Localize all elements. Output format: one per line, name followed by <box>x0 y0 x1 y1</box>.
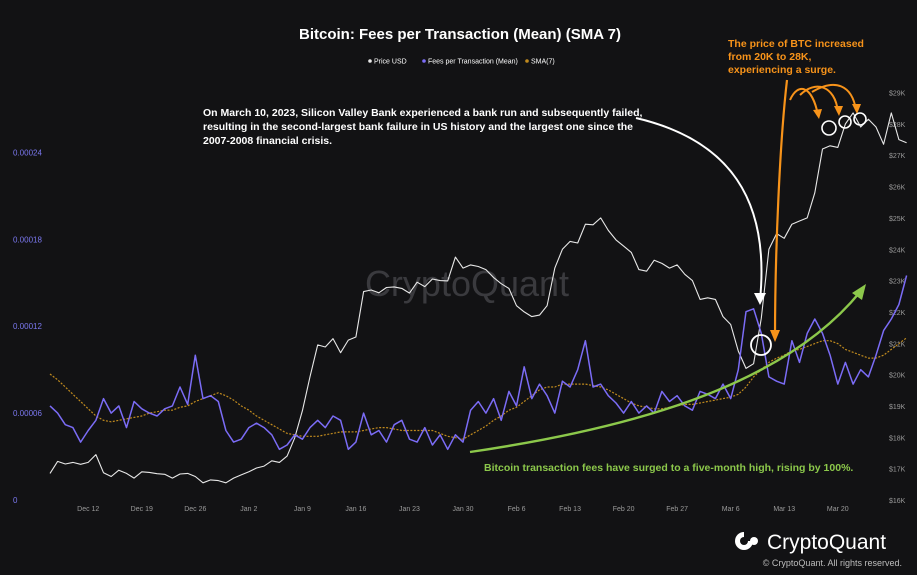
fees-arrow-head <box>852 284 866 300</box>
right-axis-tick-label: $29K <box>889 91 906 98</box>
x-axis-tick-label: Feb 20 <box>613 506 635 513</box>
svb-arrow <box>635 117 763 301</box>
price-arrow-3 <box>811 83 857 111</box>
svb-highlight-circle <box>750 334 772 356</box>
legend-label: Price USD <box>374 59 407 66</box>
price-annotation-line-2: from 20K to 28K, <box>728 51 812 63</box>
x-axis: Dec 12 Dec 19 Dec 26 Jan 2 Jan 9 Jan 16 Jan 23… <box>77 506 849 513</box>
price-arrow-1-head <box>813 109 822 119</box>
x-axis-tick-label: Mar 20 <box>827 506 849 513</box>
brand-name: CryptoQuant <box>767 531 886 554</box>
price-arrow-2 <box>799 85 839 113</box>
x-axis-tick-label: Jan 2 <box>240 506 257 513</box>
x-axis-tick-label: Dec 12 <box>77 506 99 513</box>
right-axis-tick-label: $23K <box>889 279 906 286</box>
price-circle-1 <box>821 120 837 136</box>
price-arrow-main-head <box>770 330 780 342</box>
svb-arrow-head <box>754 293 766 305</box>
right-axis-tick-label: $26K <box>889 185 906 192</box>
x-axis-tick-label: Mar 13 <box>773 506 795 513</box>
left-axis-tick-label: 0.00024 <box>13 148 42 157</box>
price-circle-3 <box>853 112 867 126</box>
price-arrow-3-head <box>852 104 861 114</box>
left-y-axis: 0 0.00006 0.00012 0.00018 0.00024 <box>13 148 42 505</box>
x-axis-tick-label: Feb 27 <box>666 506 688 513</box>
left-axis-tick-label: 0 <box>13 496 18 505</box>
chart-legend: Price USD Fees per Transaction (Mean) SMA(… <box>368 59 555 66</box>
right-axis-tick-label: $17K <box>889 467 906 474</box>
price-annotation-line-1: The price of BTC increased <box>728 38 864 50</box>
svb-annotation-line-1: On March 10, 2023, Silicon Valley Bank e… <box>203 107 642 119</box>
x-axis-tick-label: Jan 9 <box>294 506 311 513</box>
legend-marker <box>368 59 372 63</box>
fees-annotation: Bitcoin transaction fees have surged to … <box>484 462 853 474</box>
x-axis-tick-label: Dec 19 <box>131 506 153 513</box>
price-arrow-2-head <box>834 106 843 116</box>
copyright: © CryptoQuant. All rights reserved. <box>763 558 902 568</box>
svb-annotation-line-3: 2007-2008 financial crisis. <box>203 135 332 147</box>
legend-marker <box>422 59 426 63</box>
watermark: CryptoQuant <box>365 263 569 304</box>
x-axis-tick-label: Feb 13 <box>559 506 581 513</box>
legend-label: Fees per Transaction (Mean) <box>428 59 518 66</box>
fees-per-transaction-line <box>49 275 908 451</box>
logo-mark-cut <box>744 532 755 541</box>
x-axis-tick-label: Feb 6 <box>508 506 526 513</box>
svb-annotation-line-2: resulting in the second-largest bank fai… <box>203 121 633 133</box>
legend-label: SMA(7) <box>531 59 555 66</box>
annotations: On March 10, 2023, Silicon Valley Bank e… <box>203 38 867 474</box>
right-axis-tick-label: $16K <box>889 498 906 505</box>
right-axis-tick-label: $25K <box>889 216 906 223</box>
price-arrow-main <box>773 79 789 339</box>
x-axis-tick-label: Mar 6 <box>722 506 740 513</box>
legend-marker <box>525 59 529 63</box>
right-axis-tick-label: $19K <box>889 404 906 411</box>
fees-arrow <box>469 291 861 454</box>
x-axis-tick-label: Jan 16 <box>345 506 366 513</box>
left-axis-tick-label: 0.00006 <box>13 409 42 418</box>
right-axis-tick-label: $20K <box>889 373 906 380</box>
price-circle-2 <box>838 115 852 129</box>
x-axis-tick-label: Dec 26 <box>184 506 206 513</box>
price-annotation-line-3: experiencing a surge. <box>728 64 836 76</box>
x-axis-tick-label: Jan 23 <box>399 506 420 513</box>
right-axis-tick-label: $18K <box>889 435 906 442</box>
right-axis-tick-label: $28K <box>889 122 906 129</box>
left-axis-tick-label: 0.00018 <box>13 235 42 244</box>
right-axis-tick-label: $27K <box>889 153 906 160</box>
x-axis-tick-label: Jan 30 <box>452 506 473 513</box>
logo-mark-dot <box>750 537 758 545</box>
cryptoquant-logo <box>735 532 758 550</box>
chart-title: Bitcoin: Fees per Transaction (Mean) (SM… <box>299 26 621 43</box>
left-axis-tick-label: 0.00012 <box>13 322 42 331</box>
right-axis-tick-label: $22K <box>889 310 906 317</box>
right-axis-tick-label: $24K <box>889 247 906 254</box>
